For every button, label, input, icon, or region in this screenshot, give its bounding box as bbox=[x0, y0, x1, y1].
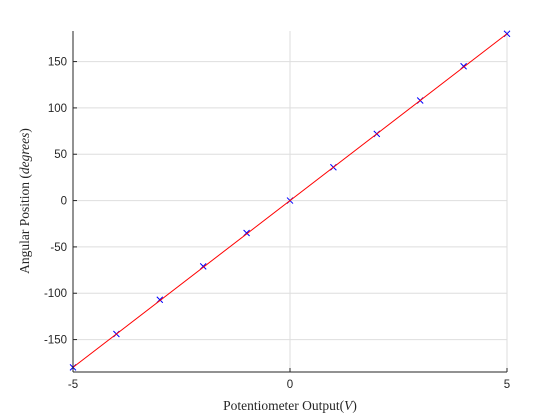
axes bbox=[72, 31, 508, 373]
y-tick-label: -50 bbox=[50, 242, 67, 254]
x-tick-label: 0 bbox=[287, 379, 293, 391]
y-axis-label: Angular Position (degrees) bbox=[17, 128, 32, 274]
x-tick-label: -5 bbox=[68, 379, 78, 391]
y-tick-label: 150 bbox=[48, 57, 67, 69]
x-axis-label-unit: V bbox=[344, 398, 354, 413]
grid bbox=[72, 31, 508, 372]
x-tick-label: 5 bbox=[504, 379, 510, 391]
y-tick-label: -100 bbox=[44, 288, 67, 300]
x-axis-label: Potentiometer Output(V) bbox=[223, 398, 357, 413]
y-tick-label: 50 bbox=[54, 149, 67, 161]
y-axis-label-text: Angular Position bbox=[17, 179, 32, 274]
y-axis-label-unit: degrees bbox=[17, 133, 32, 174]
x-axis-label-text: Potentiometer Output bbox=[223, 398, 340, 413]
y-tick-label: -150 bbox=[44, 335, 67, 347]
y-tick-label: 0 bbox=[61, 196, 67, 208]
y-tick-label: 100 bbox=[48, 103, 67, 115]
fit-line bbox=[72, 33, 508, 368]
